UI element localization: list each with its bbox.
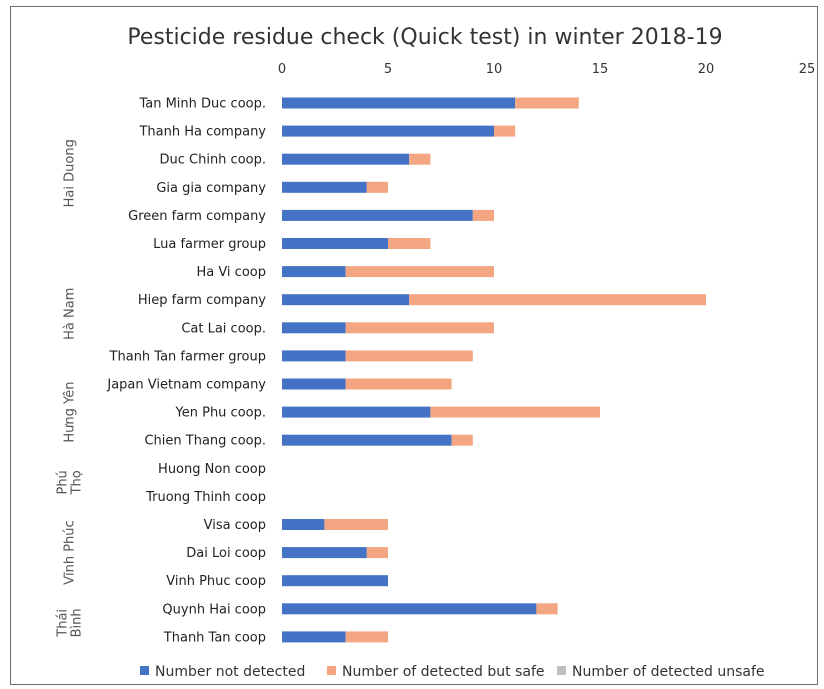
x-tick-label: 10 (486, 62, 503, 77)
bar-segment-series-0 (282, 266, 346, 278)
legend: Number not detected Number of detected bu… (140, 664, 765, 680)
bar-segment-series-1 (366, 547, 388, 559)
category-label: Yen Phu coop. (175, 406, 266, 421)
category-label: Ha Vi coop (196, 265, 266, 280)
x-tick-label: 15 (592, 62, 609, 77)
category-label: Visa coop (204, 518, 266, 533)
bar-segment-series-1 (345, 378, 452, 390)
group-label: Hà Nam (63, 288, 78, 340)
x-tick-label: 25 (799, 62, 816, 77)
chart-frame (10, 6, 818, 685)
category-label: Truong Thinh coop (145, 490, 266, 505)
group-label: Hai Duong (63, 139, 78, 207)
category-label: Chien Thang coop. (144, 434, 266, 449)
bar-segment-series-0 (282, 125, 494, 137)
bar-segment-series-0 (282, 209, 473, 221)
bar-segment-series-1 (345, 350, 473, 362)
bar-segment-series-0 (282, 322, 346, 334)
bar-segment-series-1 (388, 238, 431, 249)
legend-label: Number of detected but safe (342, 664, 545, 680)
bar-segment-series-0 (282, 238, 388, 249)
x-tick-label: 20 (698, 62, 715, 77)
x-tick-label: 0 (278, 62, 286, 77)
legend-swatch (327, 666, 336, 675)
bar-segment-series-0 (282, 406, 431, 418)
x-axis-ticks: 0 5 10 15 20 25 (278, 62, 815, 77)
category-label: Green farm company (128, 209, 266, 224)
bar-segment-series-1 (366, 181, 388, 193)
bar-segment-series-0 (282, 434, 452, 446)
legend-swatch (557, 666, 566, 675)
category-label: Hiep farm company (138, 293, 266, 308)
category-label: Huong Non coop (158, 462, 266, 477)
bar-segment-series-1 (536, 603, 558, 615)
bar-segment-series-1 (345, 266, 494, 278)
group-label: Phú (56, 470, 71, 494)
bar-segment-series-1 (430, 406, 600, 418)
bar-segment-series-1 (345, 322, 494, 334)
group-label: Thọ (70, 470, 85, 495)
category-label: Vinh Phuc coop (166, 574, 266, 589)
bar-segment-series-0 (282, 519, 325, 530)
category-label: Thanh Ha company (138, 125, 266, 140)
bar-segment-series-0 (282, 97, 516, 109)
category-label: Thanh Tan coop (163, 630, 266, 645)
bar-segment-series-1 (409, 153, 431, 165)
group-label: Bình (70, 608, 85, 637)
bar-segment-series-1 (515, 97, 579, 109)
bars (282, 97, 706, 643)
bar-segment-series-1 (409, 294, 706, 306)
bar-segment-series-0 (282, 575, 388, 587)
bar-segment-series-0 (282, 378, 346, 390)
bar-segment-series-1 (494, 125, 516, 137)
bar-segment-series-1 (345, 631, 388, 643)
group-label: Thái (56, 609, 71, 638)
bar-segment-series-0 (282, 350, 346, 362)
category-label: Tan Minh Duc coop. (138, 97, 266, 112)
legend-swatch (140, 666, 149, 675)
category-label: Gia gia company (156, 181, 266, 196)
group-label: Vĩnh Phúc (63, 520, 78, 585)
chart-title: Pesticide residue check (Quick test) in … (127, 25, 722, 50)
bar-segment-series-1 (451, 434, 473, 446)
category-labels: Tan Minh Duc coop. Thanh Ha company Duc Ch… (106, 97, 266, 646)
legend-label: Number of detected unsafe (572, 664, 765, 680)
bar-segment-series-0 (282, 294, 410, 306)
category-label: Thanh Tan farmer group (109, 349, 266, 364)
bar-segment-series-0 (282, 631, 346, 643)
bar-segment-series-0 (282, 603, 537, 615)
legend-label: Number not detected (155, 664, 305, 680)
group-label: Hưng Yên (63, 382, 78, 443)
bar-segment-series-0 (282, 181, 367, 193)
category-label: Quynh Hai coop (162, 602, 266, 617)
bar-segment-series-1 (472, 209, 494, 221)
group-labels: Hai Duong Hà Nam Hưng Yên Phú Thọ Vĩnh Phúc Th… (56, 139, 85, 638)
category-label: Cat Lai coop. (181, 321, 266, 336)
x-tick-label: 5 (384, 62, 392, 77)
bar-segment-series-0 (282, 153, 410, 165)
category-label: Lua farmer group (153, 237, 266, 252)
category-label: Dai Loi coop (186, 546, 266, 561)
category-label: Duc Chinh coop. (159, 153, 266, 168)
category-label: Japan Vietnam company (106, 378, 266, 393)
bar-segment-series-0 (282, 547, 367, 559)
bar-segment-series-1 (324, 519, 388, 530)
